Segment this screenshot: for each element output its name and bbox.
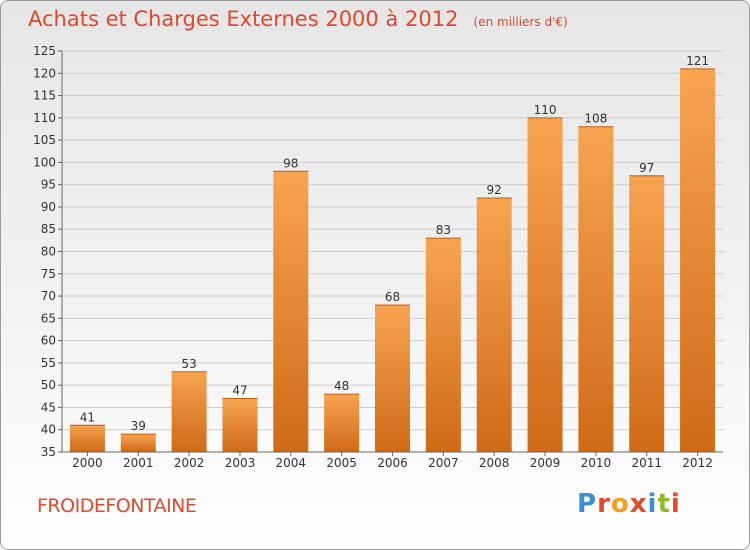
y-tick-label: 85 — [41, 222, 56, 236]
x-tick-label: 2004 — [276, 456, 307, 470]
value-label: 108 — [584, 112, 607, 126]
y-tick-label: 40 — [41, 423, 56, 437]
commune-name: FROIDEFONTAINE — [37, 495, 197, 517]
y-tick-label: 105 — [33, 133, 56, 147]
bar-2005 — [324, 394, 360, 452]
bar-2009 — [527, 117, 563, 452]
value-label: 39 — [131, 419, 146, 433]
x-tick-label: 2000 — [72, 456, 103, 470]
value-labels: 41 39 53 47 98 48 68 83 92 110 108 97 121 — [80, 54, 709, 433]
bar-2000 — [69, 425, 105, 452]
value-label: 98 — [283, 156, 298, 170]
y-tick-label: 80 — [41, 245, 56, 259]
logo-letter: r — [597, 489, 611, 519]
bar-2006 — [375, 304, 410, 452]
x-tick-label: 2010 — [581, 456, 612, 470]
y-tick-label: 110 — [33, 111, 56, 125]
value-label: 97 — [639, 161, 654, 175]
value-label: 121 — [686, 54, 709, 68]
chart-subtitle: (en milliers d'€) — [473, 15, 568, 29]
proxiti-logo: Proxiti — [577, 489, 681, 519]
value-label: 110 — [534, 103, 557, 117]
x-tick-label: 2012 — [682, 456, 713, 470]
bar-2001 — [120, 434, 156, 452]
y-tick-label: 95 — [41, 178, 56, 192]
y-tick-label: 120 — [33, 66, 56, 80]
axes: 35 40 45 50 55 60 65 70 75 80 85 90 95 100 105 110 115 12… — [33, 44, 723, 470]
bar-2007 — [425, 238, 461, 452]
x-tick-label: 2006 — [377, 456, 408, 470]
title-row: Achats et Charges Externes 2000 à 2012 (… — [28, 7, 568, 31]
y-tick-label: 70 — [41, 289, 56, 303]
bar-2010 — [578, 126, 614, 452]
logo-letter: i — [670, 489, 681, 519]
y-tick-label: 100 — [33, 155, 56, 169]
value-label: 47 — [232, 384, 247, 398]
logo-letter: i — [647, 489, 658, 519]
y-tick-label: 60 — [41, 334, 56, 348]
y-tick-label: 50 — [41, 378, 56, 392]
y-tick-label: 90 — [41, 200, 56, 214]
logo-letter: t — [657, 489, 671, 519]
value-label: 83 — [436, 223, 451, 237]
y-tick-label: 65 — [41, 311, 56, 325]
y-tick-label: 75 — [41, 267, 56, 281]
x-tick-label: 2001 — [123, 456, 154, 470]
x-tick-label: 2008 — [479, 456, 510, 470]
value-label: 41 — [80, 410, 95, 424]
chart-title: Achats et Charges Externes 2000 à 2012 — [28, 7, 459, 31]
value-label: 68 — [385, 290, 400, 304]
x-tick-label: 2005 — [326, 456, 357, 470]
y-tick-label: 115 — [33, 89, 56, 103]
bar-2002 — [171, 371, 207, 452]
x-tick-label: 2009 — [530, 456, 561, 470]
y-tick-label: 125 — [33, 44, 56, 58]
y-tick-label: 55 — [41, 356, 56, 370]
bar-2011 — [629, 175, 665, 452]
x-tick-label: 2003 — [225, 456, 256, 470]
y-tick-label: 45 — [41, 400, 56, 414]
bar-2003 — [222, 398, 258, 452]
bars — [69, 68, 716, 453]
y-tick-label: 35 — [41, 445, 56, 459]
bar-2008 — [476, 198, 512, 452]
x-tick-label: 2002 — [174, 456, 205, 470]
logo-letter: x — [629, 489, 648, 519]
x-tick-label: 2011 — [631, 456, 662, 470]
value-label: 92 — [487, 183, 502, 197]
value-label: 53 — [181, 357, 196, 371]
x-tick-label: 2007 — [428, 456, 459, 470]
bar-2012 — [680, 68, 716, 453]
bar-2004 — [273, 171, 309, 453]
logo-letter: o — [610, 489, 630, 519]
value-label: 48 — [334, 379, 349, 393]
logo-letter: P — [577, 489, 598, 519]
